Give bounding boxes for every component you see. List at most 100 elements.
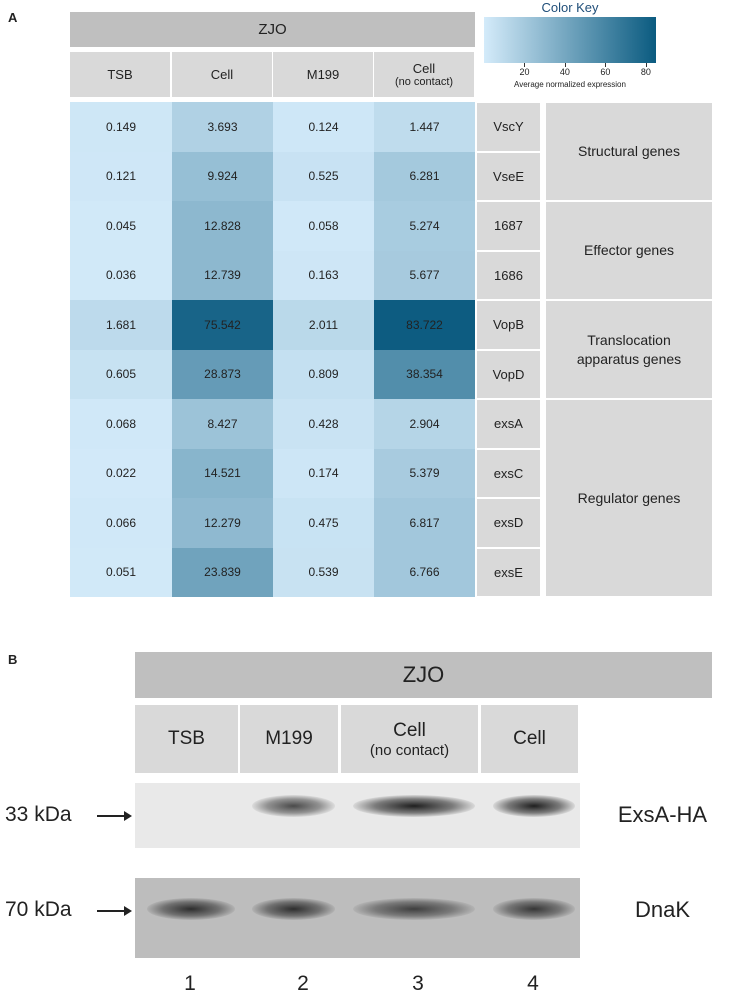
heatmap-cell: 1.447 (374, 102, 475, 152)
blot-image (135, 878, 580, 958)
heatmap-cell: 0.174 (273, 448, 374, 498)
gene-label: 1686 (477, 251, 540, 299)
heatmap-cell: 0.163 (273, 250, 374, 300)
header-label: Cell (393, 719, 426, 741)
header-label: Cell (210, 67, 234, 82)
color-key-tick (645, 63, 647, 67)
heatmap-cell: 0.051 (70, 547, 172, 597)
gene-label: exsA (477, 400, 540, 448)
heatmap-cell: 38.354 (374, 349, 475, 399)
heatmap-cell: 0.058 (273, 201, 374, 251)
heatmap-cell: 6.281 (374, 151, 475, 201)
heatmap-cell: 0.121 (70, 151, 172, 201)
group-header: ZJO (135, 652, 712, 698)
heatmap-cell: 0.428 (273, 399, 374, 449)
gene-label: exsD (477, 499, 540, 547)
protein-label: DnaK (634, 897, 691, 922)
header-label: M199 (306, 67, 340, 82)
gene-group-label: Translocation apparatus genes (546, 301, 712, 398)
heatmap-cell: 0.809 (273, 349, 374, 399)
header-label: M199 (265, 728, 313, 749)
marker-arrow-line (97, 815, 127, 817)
gene-label: exsE (477, 548, 540, 596)
heatmap-cell: 1.681 (70, 300, 172, 350)
heatmap-cell: 0.124 (273, 102, 374, 152)
marker-label: 33 kDa (5, 803, 72, 826)
protein-label: ExsA-HA (617, 802, 708, 827)
heatmap-cell: 0.068 (70, 399, 172, 449)
heatmap-cell: 8.427 (172, 399, 273, 449)
blot-band (353, 898, 475, 920)
column-header: Cell (172, 52, 272, 97)
color-key-caption: Average normalized expression (514, 80, 626, 89)
column-header: Cell (no contact) (374, 52, 474, 97)
heatmap-cell: 0.045 (70, 201, 172, 251)
heatmap-cell: 9.924 (172, 151, 273, 201)
heatmap-cell: 0.605 (70, 349, 172, 399)
color-key-gradient (484, 17, 656, 63)
lane-number: 1 (184, 972, 196, 995)
color-key-tick-label: 40 (559, 67, 570, 77)
panel-label: A (8, 10, 18, 25)
marker-arrow-line (97, 910, 127, 912)
blot-band (252, 795, 335, 817)
heatmap-cell: 14.521 (172, 448, 273, 498)
heatmap-cell: 83.722 (374, 300, 475, 350)
color-key-tick-label: 80 (640, 67, 651, 77)
blot-image (135, 783, 580, 848)
lane-number: 4 (527, 972, 539, 995)
gene-label: VseE (477, 152, 540, 200)
blot-band (353, 795, 475, 817)
gene-label: exsC (477, 449, 540, 497)
column-header: TSB (70, 52, 170, 97)
gene-label: VopB (477, 301, 540, 349)
heatmap-cell: 0.149 (70, 102, 172, 152)
column-header: M199 (240, 705, 338, 773)
gene-label: 1687 (477, 202, 540, 250)
heatmap-cell: 5.274 (374, 201, 475, 251)
blot-band (493, 898, 575, 920)
gene-label: VopD (477, 350, 540, 398)
header-sublabel: (no contact) (369, 741, 450, 759)
blot-band (493, 795, 575, 817)
heatmap-cell: 0.022 (70, 448, 172, 498)
heatmap-cell: 28.873 (172, 349, 273, 399)
gene-group-label: Effector genes (546, 202, 712, 299)
blot-band (252, 898, 335, 920)
color-key-tick (564, 63, 566, 67)
column-header: Cell (481, 705, 578, 773)
heatmap-cell: 6.766 (374, 547, 475, 597)
marker-arrow-head (124, 906, 132, 916)
heatmap-cell: 75.542 (172, 300, 273, 350)
heatmap-cell: 23.839 (172, 547, 273, 597)
heatmap-cell: 0.525 (273, 151, 374, 201)
gene-label: VscY (477, 103, 540, 151)
color-key-tick-label: 60 (600, 67, 611, 77)
color-key-tick-label: 20 (519, 67, 530, 77)
header-label: TSB (168, 728, 205, 749)
gene-group-label: Regulator genes (546, 400, 712, 596)
heatmap-cell: 12.828 (172, 201, 273, 251)
column-header: Cell (no contact) (341, 705, 478, 773)
heatmap-cell: 6.817 (374, 498, 475, 548)
color-key-title: Color Key (541, 0, 599, 15)
group-header: ZJO (70, 12, 475, 47)
gene-group-label: Structural genes (546, 103, 712, 200)
panel-label: B (8, 652, 18, 667)
color-key-tick (605, 63, 607, 67)
heatmap-cell: 2.904 (374, 399, 475, 449)
heatmap-cell: 0.475 (273, 498, 374, 548)
heatmap-cell: 3.693 (172, 102, 273, 152)
heatmap-cell: 2.011 (273, 300, 374, 350)
color-key-tick (524, 63, 526, 67)
blot-band (147, 898, 235, 920)
heatmap-cell: 5.677 (374, 250, 475, 300)
heatmap-cell: 5.379 (374, 448, 475, 498)
heatmap-cell: 12.279 (172, 498, 273, 548)
column-header: M199 (273, 52, 373, 97)
heatmap-cell: 12.739 (172, 250, 273, 300)
header-label: Cell (412, 61, 436, 76)
lane-number: 3 (412, 972, 424, 995)
header-sublabel: (no contact) (394, 76, 454, 88)
